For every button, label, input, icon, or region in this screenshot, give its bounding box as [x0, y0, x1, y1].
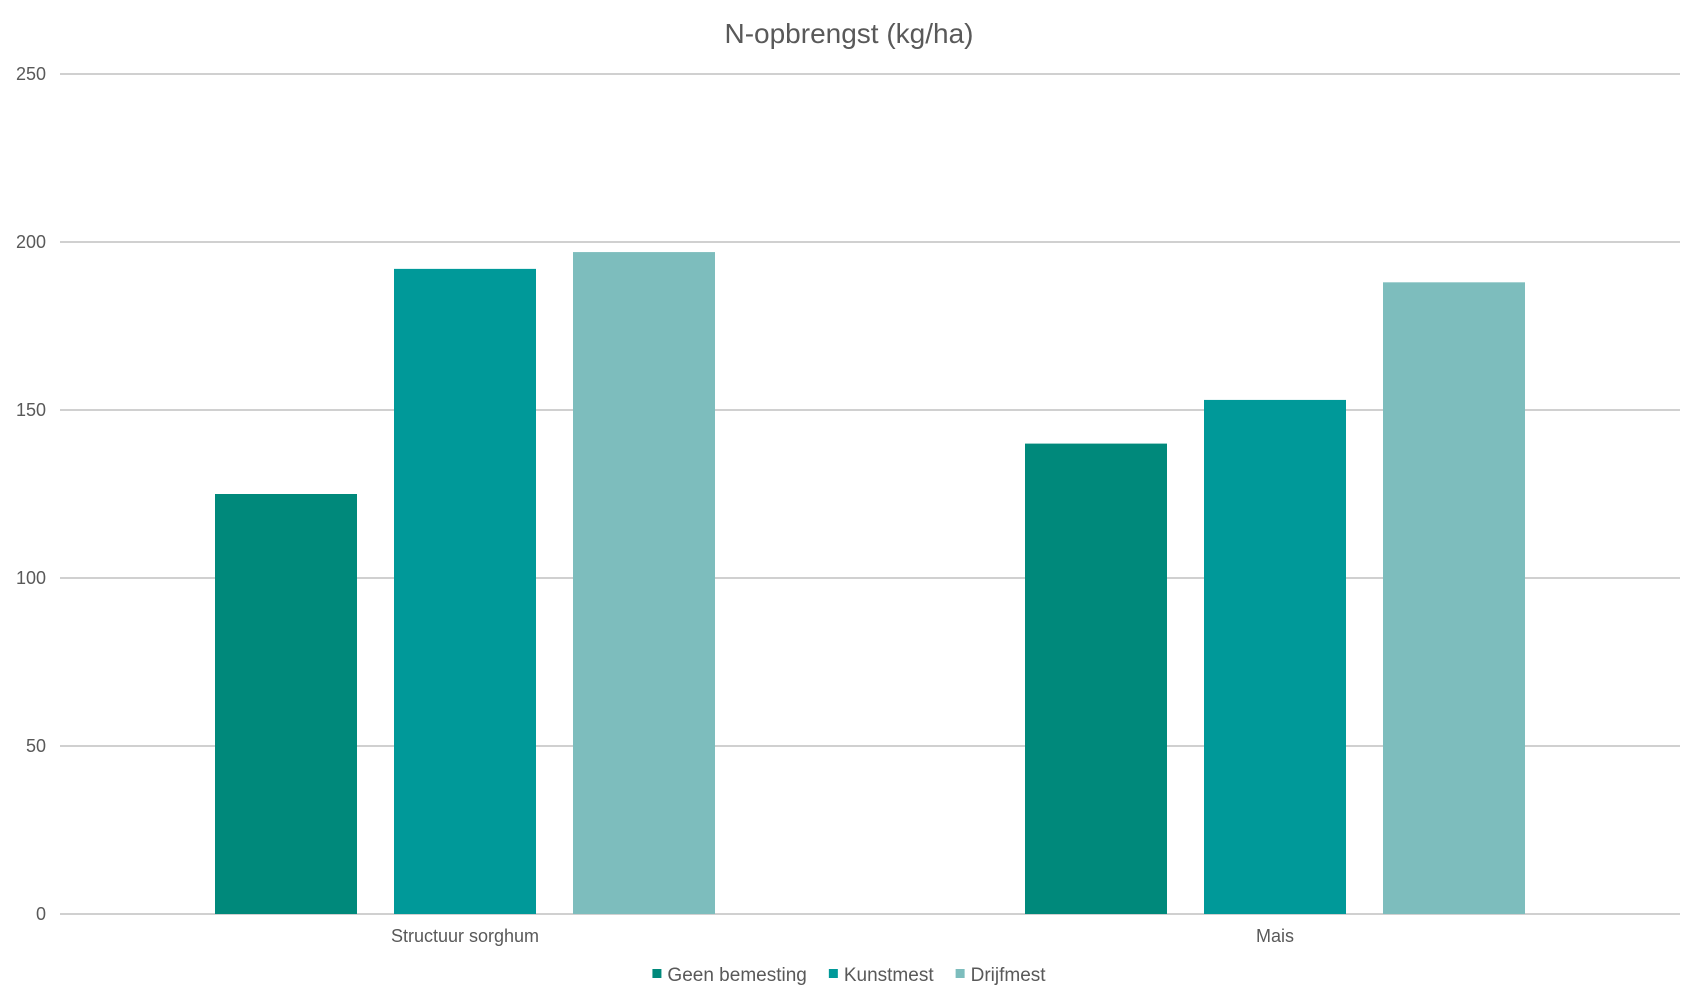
legend-swatch — [652, 969, 662, 978]
y-tick-label: 200 — [16, 232, 46, 252]
bar-kunstmest-mais — [1204, 399, 1346, 914]
legend-label: Kunstmest — [844, 965, 934, 986]
legend-item: Drijfmest — [955, 965, 1047, 986]
bar-drijfmest-mais — [1383, 282, 1525, 914]
bar-drijfmest-structuur-sorghum — [573, 252, 715, 914]
y-axis-ticks: 0 50 100 150 200 250 — [16, 64, 46, 924]
y-tick-label: 0 — [36, 904, 46, 924]
bar-geen-bemesting-mais — [1025, 443, 1167, 914]
y-tick-label: 50 — [26, 736, 46, 756]
legend: Geen bemesting Kunstmest Drijfmest — [652, 965, 1046, 986]
y-tick-label: 150 — [16, 400, 46, 420]
y-tick-label: 250 — [16, 64, 46, 84]
x-axis-categories: Structuur sorghum Mais — [391, 926, 1294, 946]
bar-kunstmest-structuur-sorghum — [394, 268, 536, 914]
legend-swatch — [828, 969, 838, 978]
y-tick-label: 100 — [16, 568, 46, 588]
chart-title: N-opbrengst (kg/ha) — [724, 18, 973, 49]
bars — [215, 252, 1525, 914]
x-category-label: Structuur sorghum — [391, 926, 539, 946]
legend-label: Drijfmest — [971, 965, 1047, 986]
legend-item: Geen bemesting — [652, 965, 807, 986]
legend-item: Kunstmest — [828, 965, 934, 986]
legend-label: Geen bemesting — [667, 965, 806, 986]
x-category-label: Mais — [1256, 926, 1294, 946]
legend-swatch — [955, 969, 965, 978]
bar-geen-bemesting-structuur-sorghum — [215, 494, 357, 914]
